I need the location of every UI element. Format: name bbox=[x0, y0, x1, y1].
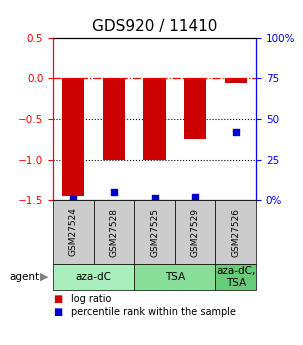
Bar bbox=[103, 79, 125, 160]
Text: GSM27526: GSM27526 bbox=[231, 207, 240, 257]
Bar bbox=[62, 79, 85, 196]
Point bbox=[152, 195, 157, 200]
Text: ■: ■ bbox=[53, 307, 62, 317]
Text: GSM27524: GSM27524 bbox=[69, 208, 78, 256]
Title: GDS920 / 11410: GDS920 / 11410 bbox=[92, 19, 217, 34]
Point bbox=[193, 194, 198, 200]
Text: aza-dC,
TSA: aza-dC, TSA bbox=[216, 266, 255, 288]
Text: GSM27529: GSM27529 bbox=[191, 207, 200, 257]
Text: log ratio: log ratio bbox=[71, 294, 112, 304]
Bar bbox=[143, 79, 166, 160]
Point bbox=[71, 197, 76, 202]
Text: TSA: TSA bbox=[165, 272, 185, 282]
Text: ■: ■ bbox=[53, 294, 62, 304]
Text: aza-dC: aza-dC bbox=[76, 272, 112, 282]
Point bbox=[233, 129, 238, 135]
Text: GSM27525: GSM27525 bbox=[150, 207, 159, 257]
Text: percentile rank within the sample: percentile rank within the sample bbox=[71, 307, 236, 317]
Bar bbox=[225, 79, 247, 82]
Text: GSM27528: GSM27528 bbox=[109, 207, 118, 257]
Point bbox=[112, 189, 116, 195]
Bar bbox=[184, 79, 206, 139]
Text: agent: agent bbox=[9, 272, 39, 282]
Text: ▶: ▶ bbox=[40, 272, 48, 282]
